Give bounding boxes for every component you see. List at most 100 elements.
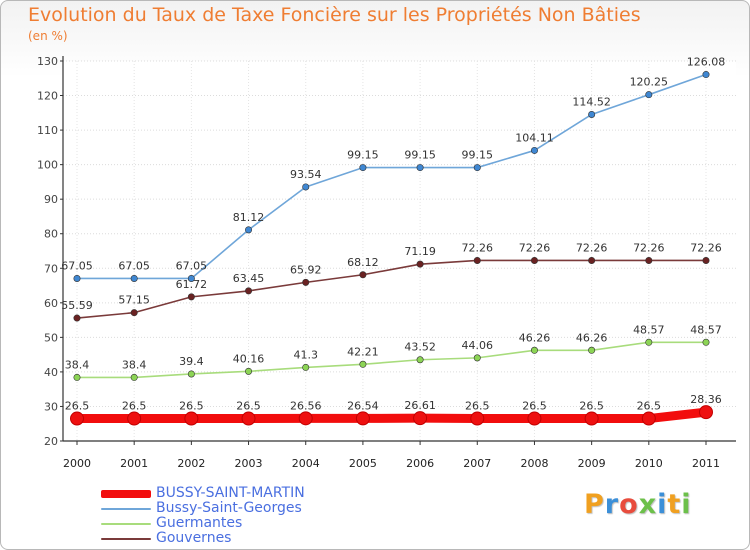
x-tick-label: 2010	[635, 457, 663, 470]
data-point-gouvernes	[645, 256, 653, 264]
legend-item: BUSSY-SAINT-MARTIN	[101, 485, 361, 501]
data-point-guermantes	[73, 373, 81, 381]
data-label-bussy-saint-martin: 26.56	[290, 399, 322, 412]
chart-unit: (en %)	[28, 29, 68, 43]
data-labels: 67.05 67.05 67.05 81.12 93.54 99.15 99.15 99.15…	[61, 56, 725, 413]
legend-swatch	[101, 508, 151, 510]
data-point-bussy-saint-georges	[359, 164, 367, 172]
logo-letter: o	[619, 489, 639, 520]
data-point-bussy-saint-georges	[473, 164, 481, 172]
legend: BUSSY-SAINT-MARTIN Bussy-Saint-Georges Gue…	[101, 485, 361, 546]
data-point-bussy-saint-georges	[73, 274, 81, 282]
data-label-guermantes: 38.4	[65, 358, 90, 371]
data-label-bussy-saint-georges: 67.05	[61, 259, 93, 272]
data-label-gouvernes: 61.72	[176, 278, 208, 291]
data-point-guermantes	[359, 360, 367, 368]
data-label-bussy-saint-georges: 81.12	[233, 211, 265, 224]
data-label-gouvernes: 72.26	[519, 241, 551, 254]
logo-letter: x	[638, 489, 658, 520]
y-tick-label: 110	[37, 124, 58, 137]
data-point-bussy-saint-georges	[416, 164, 424, 172]
x-tick-label: 2001	[120, 457, 148, 470]
x-tick-label: 2003	[235, 457, 263, 470]
y-tick-label: 20	[44, 435, 58, 448]
data-label-bussy-saint-georges: 99.15	[404, 149, 436, 162]
data-label-bussy-saint-martin: 28.36	[690, 393, 722, 406]
data-point-bussy-saint-martin	[470, 411, 485, 426]
data-point-bussy-saint-martin	[641, 411, 656, 426]
data-label-gouvernes: 72.26	[576, 241, 608, 254]
data-point-gouvernes	[530, 256, 538, 264]
data-point-guermantes	[530, 346, 538, 354]
data-point-guermantes	[416, 356, 424, 364]
data-label-bussy-saint-georges: 126.08	[687, 56, 726, 69]
data-point-bussy-saint-martin	[699, 405, 713, 420]
data-point-bussy-saint-martin	[70, 411, 84, 426]
legend-item: Gouvernes	[101, 530, 361, 546]
data-point-guermantes	[187, 370, 195, 378]
logo-letter: i	[681, 489, 692, 520]
y-tick-label: 100	[37, 159, 58, 172]
data-point-gouvernes	[702, 256, 710, 264]
data-label-gouvernes: 72.26	[462, 241, 494, 254]
data-point-bussy-saint-georges	[645, 91, 653, 99]
data-label-bussy-saint-georges: 67.05	[176, 259, 208, 272]
data-point-guermantes	[302, 363, 310, 371]
data-point-guermantes	[245, 367, 253, 375]
x-tick-label: 2002	[177, 457, 205, 470]
y-tick-label: 90	[44, 193, 58, 206]
x-tick-label: 2011	[692, 457, 720, 470]
data-point-gouvernes	[416, 260, 424, 268]
data-point-gouvernes	[245, 287, 253, 295]
series-line-guermantes	[76, 341, 707, 379]
data-label-guermantes: 43.52	[404, 341, 436, 354]
gridlines	[63, 60, 736, 442]
data-label-bussy-saint-martin: 26.5	[122, 400, 147, 413]
data-point-guermantes	[130, 373, 138, 381]
y-tick-label: 80	[44, 228, 58, 241]
series-line-bussy-saint-georges	[76, 73, 707, 280]
x-tick-label: 2006	[406, 457, 434, 470]
data-point-bussy-saint-georges	[530, 146, 538, 154]
data-label-bussy-saint-georges: 67.05	[118, 259, 150, 272]
logo-letter: i	[657, 489, 668, 520]
data-label-guermantes: 42.21	[347, 345, 379, 358]
data-label-gouvernes: 55.59	[61, 299, 93, 312]
data-point-bussy-saint-georges	[130, 274, 138, 282]
legend-swatch	[101, 538, 151, 540]
data-label-bussy-saint-martin: 26.5	[179, 400, 204, 413]
plot-area	[63, 61, 736, 441]
data-label-gouvernes: 63.45	[233, 272, 265, 285]
data-point-gouvernes	[359, 271, 367, 279]
data-point-bussy-saint-martin	[355, 411, 370, 426]
series-group	[70, 71, 713, 426]
data-point-bussy-saint-georges	[702, 71, 710, 79]
y-tick-label: 50	[44, 331, 58, 344]
data-label-gouvernes: 68.12	[347, 256, 379, 269]
data-label-bussy-saint-martin: 26.5	[579, 400, 604, 413]
data-point-bussy-saint-martin	[413, 411, 428, 426]
data-label-bussy-saint-martin: 26.5	[522, 400, 547, 413]
y-tick-label: 70	[44, 262, 58, 275]
data-point-guermantes	[645, 338, 653, 346]
legend-item: Bussy-Saint-Georges	[101, 500, 361, 516]
data-label-guermantes: 40.16	[233, 352, 265, 365]
x-tick-label: 2009	[578, 457, 606, 470]
y-tick-label: 30	[44, 400, 58, 413]
data-label-gouvernes: 72.26	[633, 241, 665, 254]
y-tick-label: 60	[44, 297, 58, 310]
data-point-gouvernes	[588, 256, 596, 264]
data-label-bussy-saint-martin: 26.5	[637, 400, 662, 413]
data-point-bussy-saint-martin	[584, 411, 599, 426]
x-tick-label: 2007	[463, 457, 491, 470]
data-point-gouvernes	[302, 278, 310, 286]
data-label-bussy-saint-georges: 120.25	[630, 76, 669, 89]
legend-label: Bussy-Saint-Georges	[156, 500, 302, 516]
legend-label: Gouvernes	[156, 530, 232, 546]
data-label-guermantes: 38.4	[122, 358, 147, 371]
data-label-guermantes: 46.26	[576, 331, 608, 344]
x-axis: 2000 2001 2002 2003 2004 2005 2006 2007 2008 2009…	[63, 440, 736, 470]
data-label-guermantes: 46.26	[519, 331, 551, 344]
data-label-guermantes: 48.57	[690, 323, 722, 336]
